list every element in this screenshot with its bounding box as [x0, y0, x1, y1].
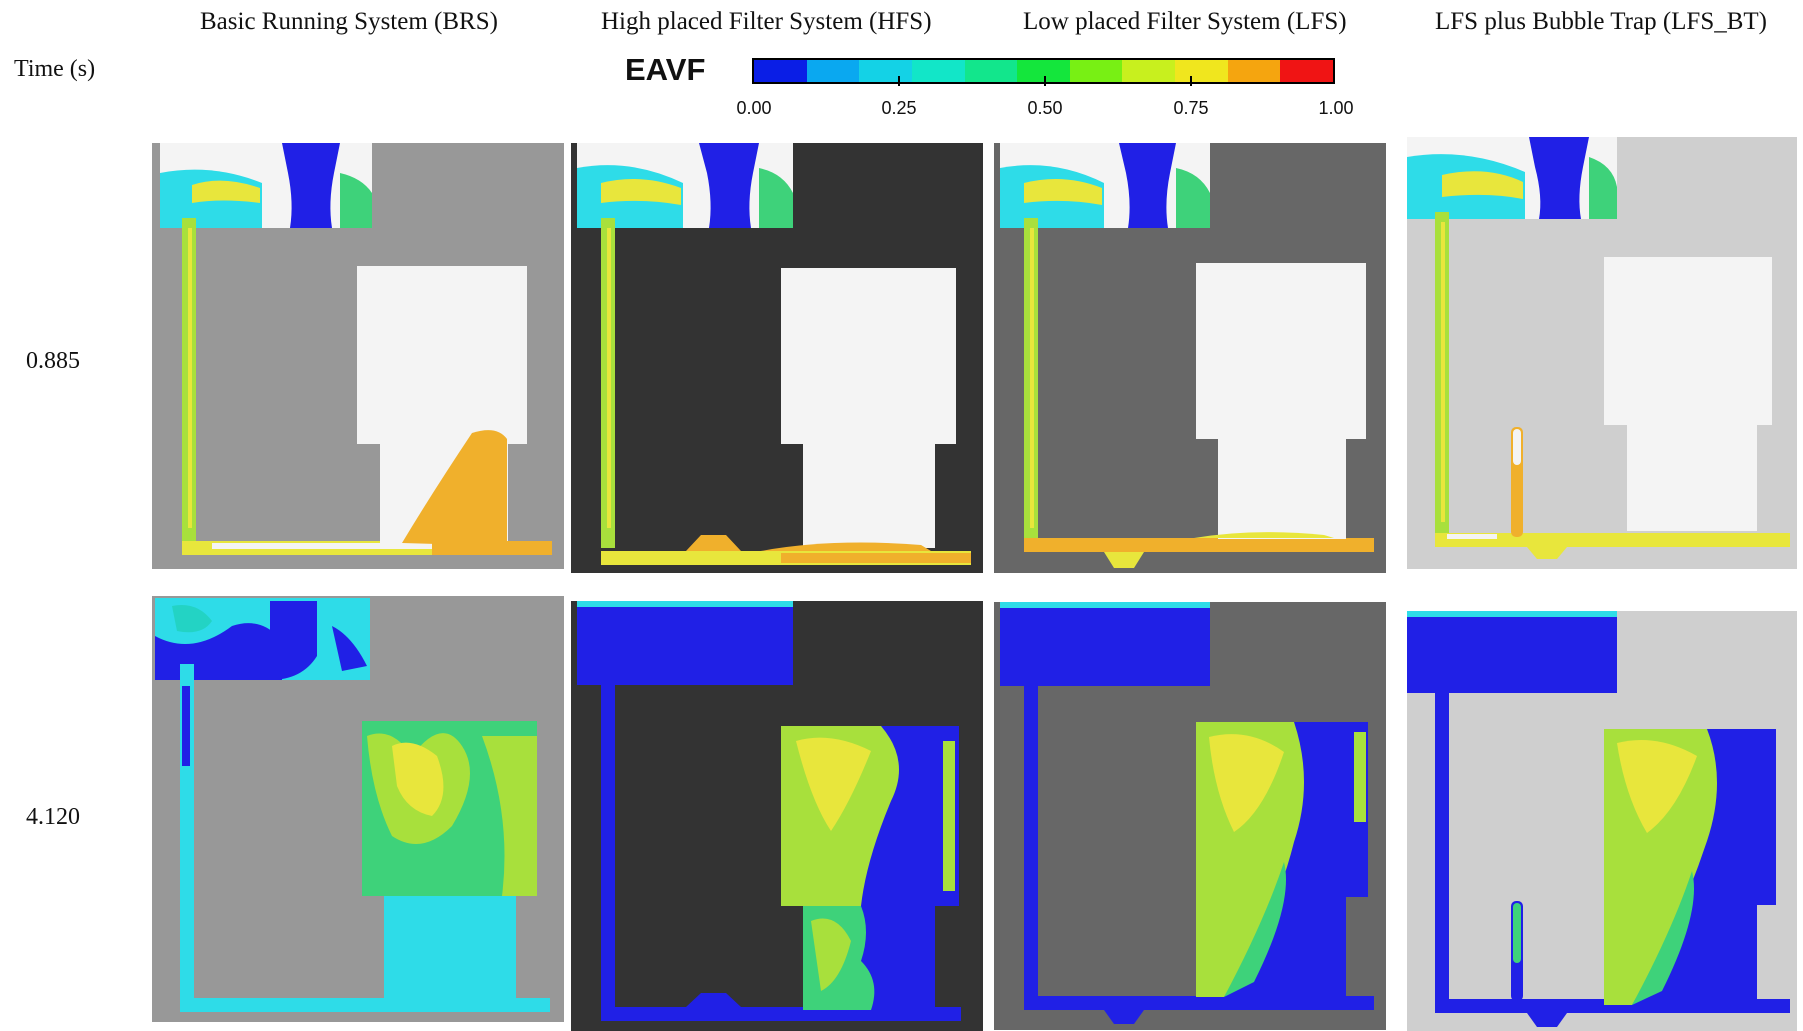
legend-color-segment: [1280, 60, 1334, 82]
legend-color-segment: [911, 60, 965, 82]
panel-brs-t2: [152, 596, 564, 1022]
legend-color-segment: [1122, 60, 1176, 82]
panel-brs-t1: [152, 143, 564, 569]
legend-tick-mark: [1044, 76, 1046, 86]
legend-color-segment: [1069, 60, 1123, 82]
column-header-lfs: Low placed Filter System (LFS): [1023, 8, 1347, 35]
column-header-hfs: High placed Filter System (HFS): [601, 8, 932, 35]
panel-lfs-bt-t1: [1407, 137, 1797, 569]
panel-hfs-t1: [571, 143, 983, 573]
legend-tick-label: 0.50: [1027, 98, 1063, 118]
legend-tick-label: 0.25: [881, 98, 917, 118]
row-time-2: 4.120: [26, 804, 80, 830]
legend-tick-label: 0.75: [1173, 98, 1209, 118]
legend-tick-mark: [898, 76, 900, 86]
time-header: Time (s): [14, 56, 96, 82]
legend-color-segment: [806, 60, 860, 82]
panel-lfs-bt-t2: [1407, 611, 1797, 1031]
panel-hfs-t2: [571, 601, 983, 1031]
legend-tick-mark: [1190, 76, 1192, 86]
legend-color-segment: [1227, 60, 1281, 82]
column-header-brs: Basic Running System (BRS): [200, 8, 498, 35]
column-header-lfs-bt: LFS plus Bubble Trap (LFS_BT): [1435, 8, 1768, 35]
legend-color-segment: [1017, 60, 1070, 82]
legend-tick-label: 1.00: [1318, 98, 1354, 118]
row-time-1: 0.885: [26, 348, 80, 374]
legend-color-segment: [1175, 60, 1228, 82]
legend-color-segment: [859, 60, 912, 82]
panel-lfs-t2: [994, 602, 1386, 1030]
legend-colorbar: [752, 58, 1335, 84]
legend-color-segment: [964, 60, 1018, 82]
legend-title: EAVF: [625, 52, 706, 87]
panel-lfs-t1: [994, 143, 1386, 573]
legend-color-segment: [754, 60, 807, 82]
legend-tick-label: 0.00: [736, 98, 772, 118]
